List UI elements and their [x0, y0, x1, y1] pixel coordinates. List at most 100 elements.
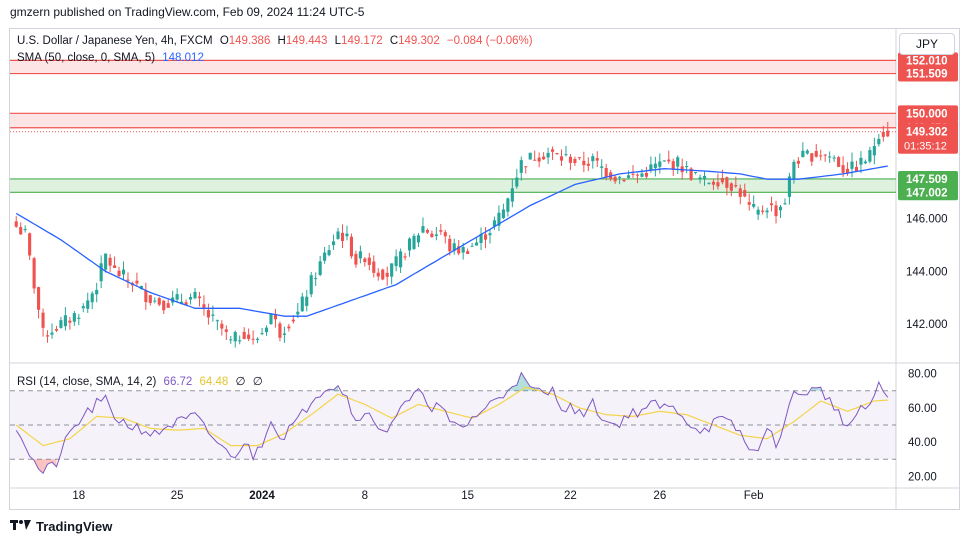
candle-up — [50, 332, 54, 335]
current-price-label: 149.302 — [906, 127, 948, 139]
candle-down — [667, 159, 671, 162]
candle-down — [837, 157, 841, 167]
candle-down — [725, 177, 729, 188]
sma-layer — [10, 131, 896, 317]
publish-info: gmzern published on TradingView.com, Feb… — [10, 5, 365, 19]
candle-down — [613, 176, 617, 182]
candle-down — [555, 152, 559, 154]
candle-up — [868, 150, 872, 162]
candle-down — [854, 166, 859, 172]
candle-down — [881, 131, 885, 137]
change-value: −0.084 (−0.06%) — [446, 35, 533, 47]
candle-down — [14, 221, 18, 227]
candle-down — [537, 157, 541, 162]
candle-up — [707, 183, 711, 185]
symbol-name: U.S. Dollar / Japanese Yen, 4h, FXCM — [17, 35, 213, 47]
candle-down — [769, 203, 774, 206]
candle-down — [202, 304, 206, 308]
sma-legend: SMA (50, close, 0, SMA, 5) 148.012 — [17, 52, 208, 64]
candle-down — [340, 232, 345, 242]
candle-down — [278, 323, 282, 338]
candle-up — [765, 210, 769, 213]
candle-up — [618, 176, 622, 178]
candle-down — [381, 269, 385, 280]
candle-down — [376, 272, 380, 277]
candle-up — [153, 300, 157, 302]
candle-down — [810, 153, 814, 162]
candle-up — [506, 198, 510, 212]
currency-button[interactable]: JPY — [899, 33, 955, 55]
chart-canvas[interactable]: 146.000 144.000 142.000 152.010 151.509 150.0… — [10, 29, 960, 509]
candle-down — [144, 290, 148, 303]
candle-up — [787, 176, 792, 197]
candle-down — [32, 258, 36, 289]
candle-up — [416, 235, 421, 243]
candle-up — [600, 166, 604, 168]
candle-up — [323, 252, 327, 261]
candle-down — [148, 295, 152, 303]
candle-up — [77, 317, 81, 319]
candle-down — [568, 156, 573, 163]
price-tick-label: 144.000 — [906, 266, 948, 278]
candle-down — [542, 156, 546, 160]
candle-up — [394, 256, 398, 267]
candle-down — [117, 270, 121, 277]
rsi-tick-label: 80.00 — [908, 369, 937, 381]
candle-up — [685, 166, 689, 168]
rsi-extra-2: ∅ — [252, 376, 263, 388]
candle-up — [269, 313, 273, 325]
time-tick-label: 22 — [564, 490, 577, 502]
candle-up — [640, 173, 644, 177]
candle-up — [300, 296, 304, 312]
candle-up — [327, 250, 331, 256]
candle-down — [720, 177, 724, 183]
level-label: 147.509 — [906, 174, 948, 186]
candle-up — [63, 315, 67, 327]
rsi-legend: RSI (14, close, SMA, 14, 2) 66.72 64.48 … — [17, 374, 267, 388]
candle-up — [877, 138, 881, 145]
candle-down — [291, 319, 295, 322]
rsi-overbought-fill — [329, 385, 339, 391]
level-label: 151.509 — [906, 69, 948, 81]
candle-down — [367, 257, 371, 265]
candle-up — [497, 212, 501, 226]
sma-line — [15, 165, 888, 317]
candle-up — [832, 157, 836, 159]
candles-layer — [14, 121, 890, 348]
candle-down — [774, 205, 778, 217]
rsi-tick-label: 40.00 — [908, 437, 937, 449]
tradingview-footer[interactable]: TradingView — [10, 519, 112, 534]
candle-up — [859, 157, 863, 165]
candle-up — [452, 243, 456, 251]
candle-up — [662, 160, 666, 162]
candle-up — [653, 163, 657, 169]
rsi-tick-label: 20.00 — [908, 471, 937, 483]
candle-down — [823, 154, 827, 156]
candle-up — [756, 209, 760, 215]
candle-up — [519, 160, 523, 173]
candle-up — [850, 161, 854, 169]
candle-up — [86, 300, 90, 309]
level-label-bg — [898, 184, 958, 201]
candle-down — [604, 168, 608, 177]
candle-down — [443, 232, 447, 237]
candle-down — [559, 156, 564, 161]
candle-up — [778, 206, 783, 211]
candle-down — [41, 312, 45, 328]
candle-up — [698, 177, 702, 180]
price-legend: U.S. Dollar / Japanese Yen, 4h, FXCM O14… — [17, 35, 533, 47]
candle-up — [211, 314, 215, 316]
candle-up — [296, 311, 300, 315]
candle-up — [564, 154, 568, 156]
candle-up — [805, 150, 809, 154]
candle-down — [242, 331, 246, 339]
candle-up — [81, 306, 85, 309]
rsi-tick-label: 60.00 — [908, 403, 937, 415]
candle-up — [676, 157, 680, 167]
candle-up — [139, 285, 143, 289]
candle-down — [747, 202, 751, 205]
candle-down — [197, 296, 202, 299]
candle-down — [45, 335, 50, 337]
level-label-bg — [898, 105, 958, 122]
candle-down — [224, 329, 228, 332]
